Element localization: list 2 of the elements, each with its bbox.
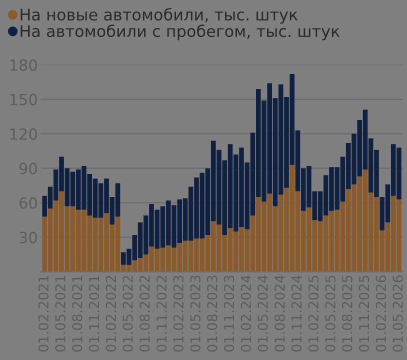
legend-label: На автомобили с пробегом, тыс. штук	[20, 24, 340, 40]
legend-label: На новые автомобили, тыс. штук	[20, 8, 298, 24]
